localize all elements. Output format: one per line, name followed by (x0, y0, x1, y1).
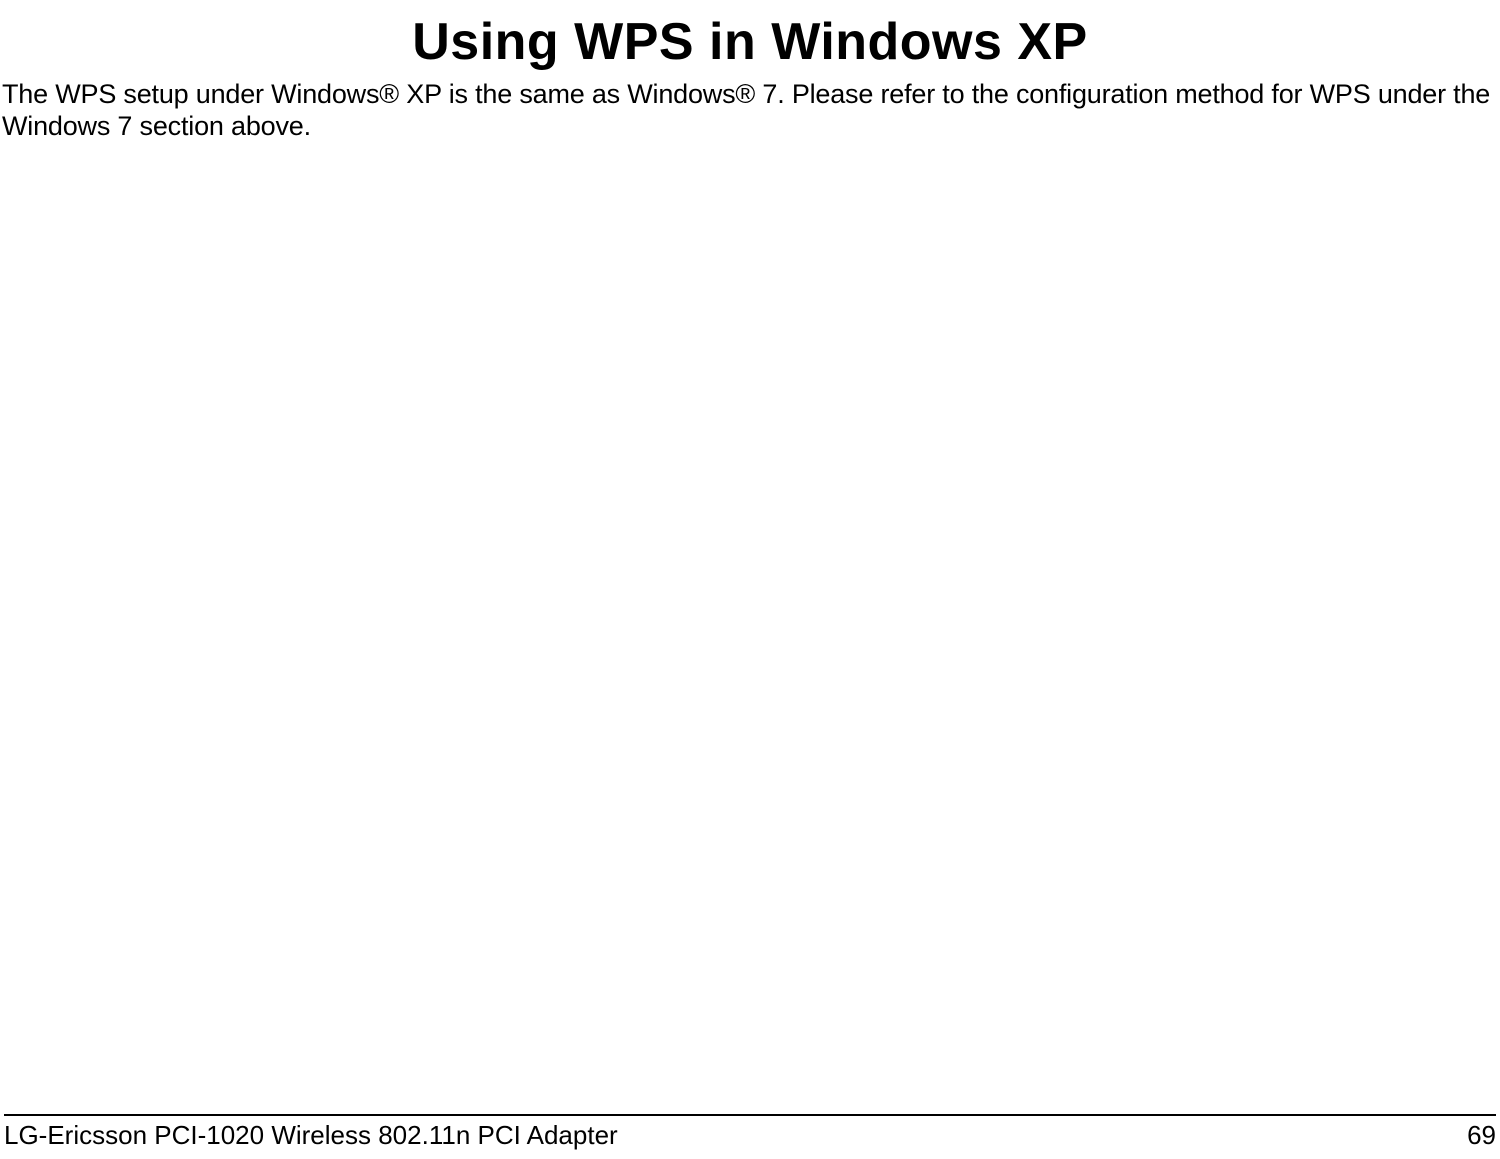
footer-rule (4, 1114, 1496, 1116)
footer-row: LG-Ericsson PCI-1020 Wireless 802.11n PC… (4, 1120, 1496, 1151)
page-footer: LG-Ericsson PCI-1020 Wireless 802.11n PC… (0, 1114, 1500, 1151)
page-title: Using WPS in Windows XP (0, 0, 1500, 71)
footer-page-number: 69 (1467, 1120, 1496, 1151)
document-page: Using WPS in Windows XP The WPS setup un… (0, 0, 1500, 1159)
footer-product-name: LG-Ericsson PCI-1020 Wireless 802.11n PC… (4, 1120, 618, 1151)
body-paragraph: The WPS setup under Windows® XP is the s… (0, 71, 1500, 143)
